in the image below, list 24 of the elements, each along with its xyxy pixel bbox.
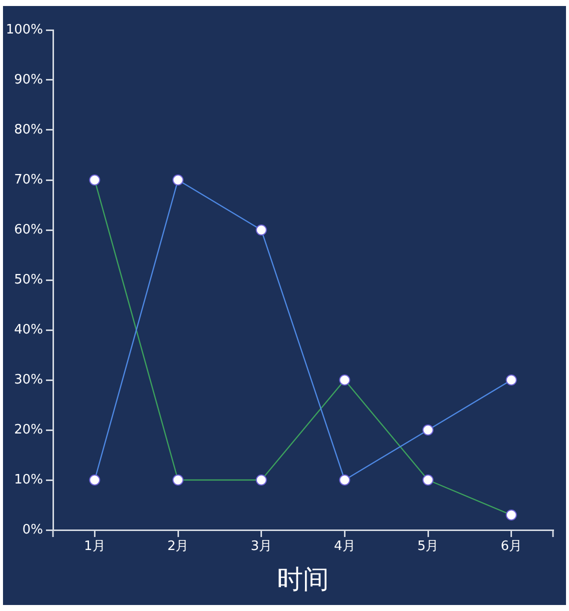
y-tick-label: 40% [14, 322, 43, 338]
y-tick-label: 100% [6, 22, 43, 38]
y-tick-label: 80% [14, 122, 43, 138]
x-tick-label: 3月 [250, 539, 272, 554]
x-tick-label: 1月 [84, 539, 106, 554]
y-tick-label: 0% [22, 522, 43, 538]
point [89, 474, 100, 486]
y-tick-label: 30% [14, 372, 43, 388]
y-tick-label: 10% [14, 472, 43, 488]
x-tick-label: 5月 [417, 539, 439, 554]
x-tick-label: 4月 [334, 539, 356, 554]
point [422, 424, 434, 436]
x-tick-label: 2月 [167, 539, 189, 554]
y-tick-label: 60% [14, 222, 43, 238]
point [172, 174, 184, 186]
x-tick-label: 6月 [500, 539, 522, 554]
point [339, 474, 350, 486]
point [256, 224, 267, 236]
y-tick-label: 20% [14, 422, 43, 438]
point [506, 374, 517, 386]
x-axis-title: 时间 [277, 565, 329, 596]
y-tick-label: 50% [14, 272, 43, 288]
y-tick-label: 70% [14, 172, 43, 188]
y-tick-label: 90% [14, 72, 43, 88]
